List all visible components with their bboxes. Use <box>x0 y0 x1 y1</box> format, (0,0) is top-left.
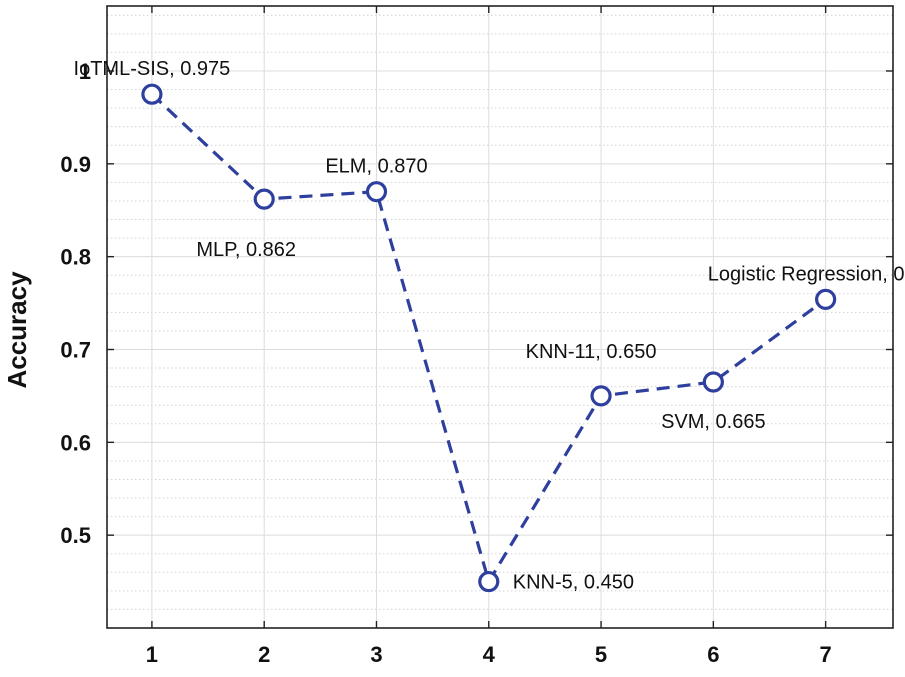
data-point-marker <box>815 288 837 310</box>
data-point-marker <box>702 371 724 393</box>
data-point-marker <box>141 83 163 105</box>
y-axis-ticks: 0.5 0.6 0.7 0.8 0.9 1 <box>60 59 893 548</box>
y-axis-title: Accuracy <box>2 271 32 389</box>
y-tick-label: 0.9 <box>60 152 91 177</box>
axes-box <box>106 5 894 629</box>
data-label: IoTML-SIS, 0.975 <box>74 58 231 80</box>
data-point-marker <box>365 181 388 203</box>
x-tick-label: 3 <box>370 642 382 667</box>
data-point-marker <box>478 570 500 593</box>
data-label: KNN-11, 0.650 <box>526 341 657 363</box>
series-markers <box>141 83 837 593</box>
axes-frame <box>106 5 894 629</box>
x-tick-label: 4 <box>483 642 496 667</box>
major-grid <box>107 6 893 629</box>
x-tick-label: 2 <box>258 642 270 667</box>
y-tick-label: 0.5 <box>60 523 91 548</box>
minor-grid <box>107 14 893 610</box>
data-point-marker <box>253 188 275 210</box>
y-tick-label: 0.7 <box>60 337 91 362</box>
x-tick-label: 5 <box>595 642 607 667</box>
y-tick-label: 0.8 <box>60 245 91 270</box>
y-tick-label: 1 <box>79 59 91 84</box>
data-label: ELM, 0.870 <box>325 156 427 178</box>
data-labels: IoTML-SIS, 0.975 MLP, 0.862 ELM, 0.870 KNN-… <box>74 58 905 593</box>
x-tick-label: 7 <box>820 642 832 667</box>
data-label: SVM, 0.665 <box>661 411 766 433</box>
plot-background <box>107 6 893 628</box>
data-point-marker <box>590 385 612 407</box>
x-axis-ticks: 1 2 3 4 5 6 7 <box>146 6 832 667</box>
y-tick-label: 0.6 <box>60 430 91 455</box>
data-label: Logistic Regression, 0.754 <box>708 263 905 285</box>
data-label: MLP, 0.862 <box>196 239 296 261</box>
x-tick-label: 1 <box>146 642 158 667</box>
data-label: KNN-5, 0.450 <box>513 572 634 594</box>
plot-area <box>107 6 893 628</box>
x-tick-label: 6 <box>707 642 719 667</box>
